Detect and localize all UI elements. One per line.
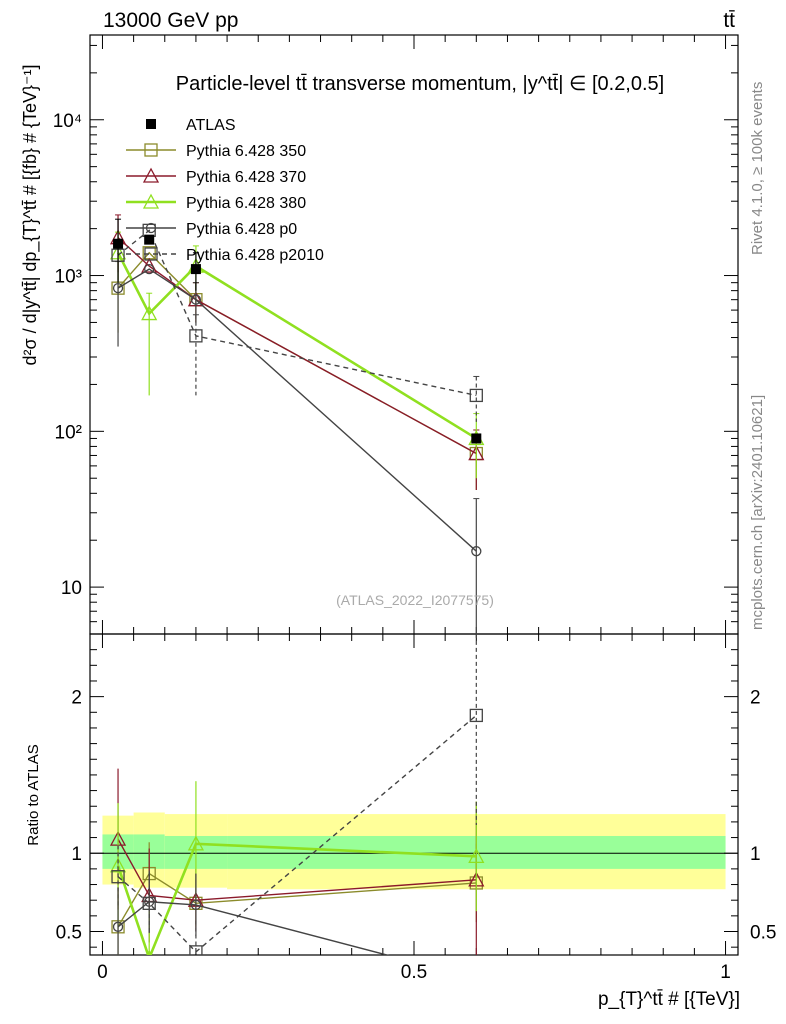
- main-ytick-label: 10⁴: [53, 111, 82, 132]
- marker-square-filled: [113, 238, 124, 249]
- series-line: [117, 268, 477, 552]
- legend-entry: Pythia 6.428 350: [126, 143, 306, 160]
- main-title: Particle-level tt̄ transverse momentum, …: [176, 73, 664, 95]
- marker-circle-open: [190, 294, 202, 305]
- legend-entry: Pythia 6.428 370: [126, 167, 306, 186]
- ratio-ytick-label-right: 1: [750, 844, 761, 865]
- mcplots-label: mcplots.cern.ch [arXiv:2401.10621]: [749, 395, 766, 630]
- marker-triangle-open: [187, 835, 205, 851]
- legend-entry: Pythia 6.428 p0: [126, 221, 297, 238]
- marker-circle-open: [472, 974, 481, 983]
- main-ytick-label: 10³: [55, 267, 82, 288]
- marker-square-open: [469, 708, 483, 723]
- legend-label: Pythia 6.428 350: [186, 143, 306, 160]
- rivet-label: Rivet 4.1.0, ≥ 100k events: [749, 82, 766, 255]
- marker-square-open: [144, 143, 158, 157]
- ratio-line: [116, 842, 477, 955]
- xtick-label: 0.5: [401, 962, 427, 983]
- marker-square-filled: [190, 264, 201, 275]
- marker-square-open: [144, 247, 158, 261]
- marker-circle-open: [112, 921, 124, 932]
- marker-triangle-open: [468, 847, 485, 864]
- marker-triangle-open: [142, 167, 160, 183]
- ratio-line: [117, 872, 477, 928]
- main-series: [113, 218, 482, 444]
- main-ytick-label: 10²: [55, 422, 82, 443]
- legend: ATLAS Pythia 6.428 350 Pythia 6.428 370 Pyt…: [126, 117, 324, 264]
- xtick-label: 1: [720, 962, 731, 983]
- ratio-ytick-label-right: 0.5: [750, 923, 776, 944]
- header-left: 13000 GeV pp: [103, 9, 238, 32]
- marker-square-open: [111, 870, 125, 884]
- ratio-frame: [89, 633, 739, 956]
- marker-triangle-open: [141, 305, 158, 321]
- ratio-ytick-label-right: 2: [750, 688, 761, 709]
- marker-circle-open: [145, 222, 157, 234]
- main-ytick-label: 10: [61, 578, 82, 599]
- ratio-line: [117, 901, 390, 955]
- xlabel: p_{T}^tt̄ # [{TeV}]: [598, 989, 740, 1010]
- marker-square-open: [189, 945, 203, 955]
- marker-circle-open: [144, 263, 155, 275]
- legend-label: ATLAS: [186, 117, 236, 134]
- series-line: [117, 237, 477, 455]
- legend-label: Pythia 6.428 p0: [186, 221, 297, 238]
- marker-square-filled: [471, 433, 482, 444]
- marker-circle-open: [471, 546, 482, 557]
- marker-circle-open: [112, 282, 124, 294]
- marker-circle-open: [190, 899, 202, 911]
- xtick-label: 0: [97, 962, 108, 983]
- legend-entry: ATLAS: [146, 117, 236, 134]
- marker-square-open: [469, 388, 483, 403]
- marker-square-open: [142, 896, 156, 910]
- legend-entry: Pythia 6.428 p2010: [126, 247, 324, 264]
- main-series: [111, 246, 483, 491]
- data-series: [109, 214, 485, 983]
- axis-ticks: 10 10² 10³ 10⁴ 0.5 0.5 1 1 2 2 0 0.5 1: [53, 35, 776, 983]
- ratio-ylabel: Ratio to ATLAS: [25, 744, 42, 845]
- legend-entry: Pythia 6.428 380: [126, 193, 306, 212]
- marker-square-open: [189, 329, 203, 343]
- ratio-ytick-label: 2: [71, 688, 82, 709]
- legend-label: Pythia 6.428 p2010: [186, 247, 324, 264]
- main-plot-area: [109, 214, 485, 634]
- legend-label: Pythia 6.428 380: [186, 195, 306, 212]
- marker-triangle-open: [142, 193, 160, 209]
- header-right: tt̄: [723, 9, 735, 32]
- series-line: [117, 229, 477, 397]
- series-line: [116, 252, 477, 440]
- watermark: (ATLAS_2022_I2077575): [336, 592, 494, 608]
- marker-square-filled: [144, 234, 155, 245]
- main-ylabel: d²σ / d|y^tt̄| dp_{T}^tt̄ # [{fb} # {TeV…: [20, 64, 41, 365]
- marker-square-filled: [146, 119, 156, 129]
- main-series: [112, 261, 482, 634]
- ratio-plot-area: [109, 634, 485, 983]
- marker-triangle-open: [109, 857, 127, 873]
- legend-label: Pythia 6.428 370: [186, 169, 306, 186]
- ratio-uncertainty-bands: [90, 812, 738, 890]
- ratio-ytick-label: 0.5: [56, 923, 82, 944]
- ratio-ytick-label: 1: [71, 844, 82, 865]
- ratio-line: [117, 714, 477, 953]
- ratio-series: [111, 634, 483, 955]
